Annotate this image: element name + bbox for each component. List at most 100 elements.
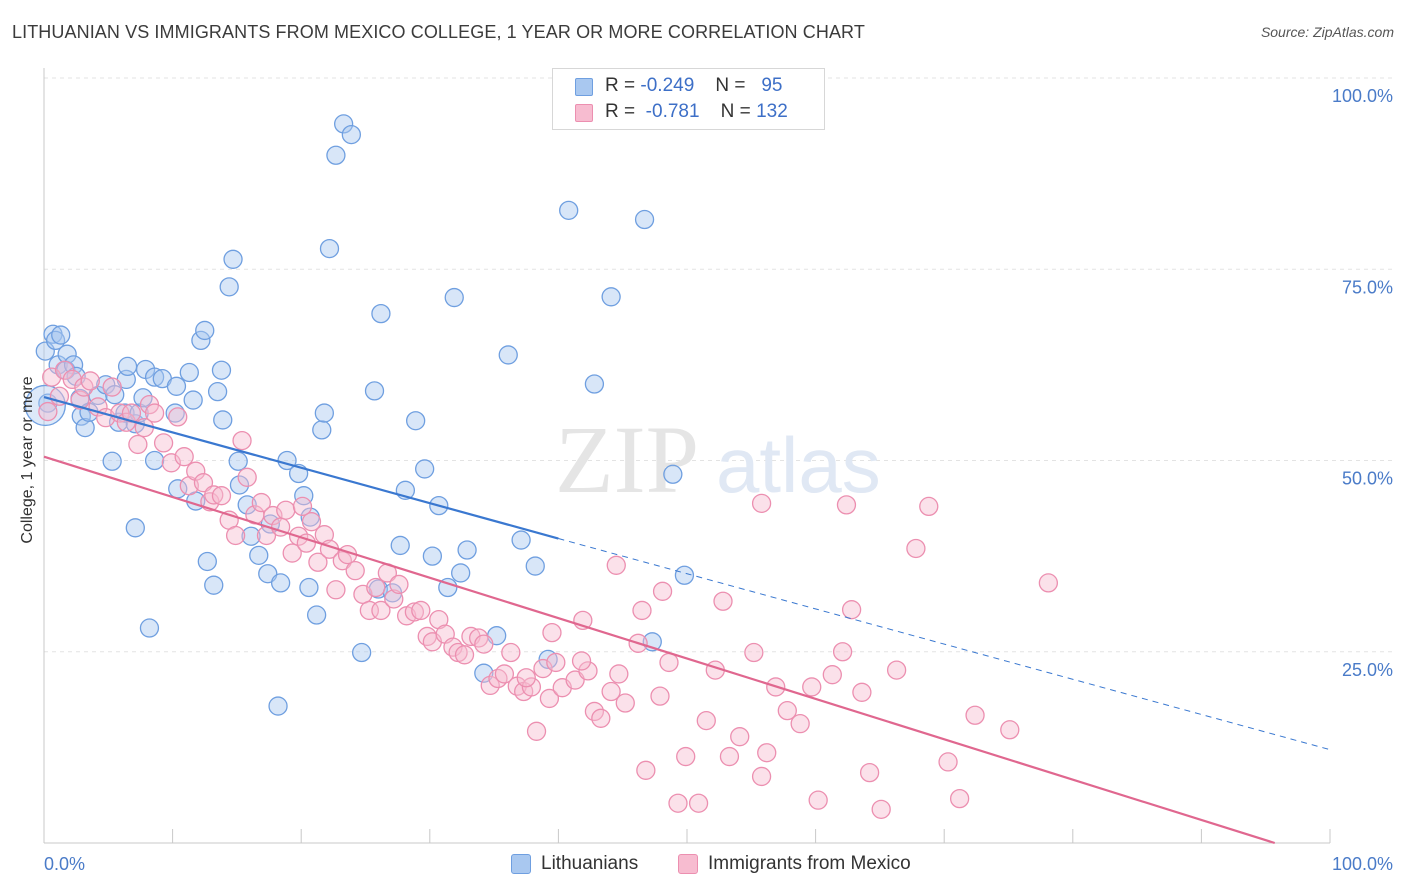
legend-label: Lithuanians: [541, 853, 639, 874]
mexico-point: [852, 682, 872, 702]
lithuanian-point: [498, 345, 518, 365]
y-tick-label: 100.0%: [1332, 86, 1393, 106]
mexico-point: [168, 407, 188, 427]
lithuanian-point: [364, 381, 385, 401]
mexico-point: [366, 577, 386, 598]
pink-swatch: [575, 104, 593, 122]
lithuanian-point: [474, 663, 494, 683]
lithuanian-point: [75, 417, 95, 438]
lithuanian-point: [45, 330, 66, 351]
lithuanian-point: [390, 535, 410, 556]
lithuanian-point: [219, 277, 239, 297]
mexico-point: [384, 589, 404, 609]
lithuanian-point: [538, 649, 558, 670]
mexico-point: [404, 602, 425, 622]
r-label: R =: [605, 101, 636, 122]
lithuanian-point: [249, 545, 269, 566]
lithuanian-point: [105, 385, 125, 405]
n-value: 132: [756, 101, 788, 122]
lithuanian-point: [228, 451, 248, 471]
mexico-point: [371, 600, 391, 621]
lithuanian-point: [674, 565, 695, 585]
lithuanian-point: [422, 546, 443, 566]
lithuanian-point: [229, 475, 250, 495]
mexico-point: [542, 622, 562, 643]
lithuanian-point: [634, 209, 655, 230]
mexico-point: [308, 552, 328, 572]
mexico-point: [808, 790, 828, 810]
mexico-point: [144, 403, 165, 423]
r-value: -0.249: [640, 75, 695, 96]
lithuanian-point: [663, 464, 683, 484]
lithuanian-point: [525, 556, 545, 576]
mexico-point: [696, 710, 716, 731]
lithuanian-point: [223, 249, 243, 269]
mexico-point: [193, 473, 214, 493]
lithuanian-point: [144, 450, 165, 471]
lithuanian-point: [144, 367, 165, 387]
lithuanian-point: [306, 605, 327, 625]
mexico-point: [494, 664, 515, 684]
lithuanian-point: [270, 573, 291, 593]
mexico-point: [676, 746, 696, 767]
mexico-point: [949, 788, 970, 809]
mexico-point: [443, 637, 463, 657]
mexico-point: [751, 766, 772, 787]
mexico-point: [389, 574, 409, 595]
lithuanian-point: [299, 577, 319, 598]
mexico-point: [744, 642, 764, 663]
mexico-point: [777, 701, 797, 721]
mexico-point: [802, 677, 822, 697]
lithuanian-point: [241, 526, 261, 546]
mexico-point: [965, 705, 985, 725]
watermark-atlas: atlas: [716, 421, 881, 509]
y-tick-label: 75.0%: [1342, 277, 1393, 297]
r-value: -0.781: [645, 101, 700, 122]
lithuanian-point: [197, 551, 217, 572]
legend-label: Immigrants from Mexico: [708, 853, 911, 874]
mexico-point: [251, 492, 271, 513]
mexico-point: [1000, 720, 1020, 740]
mexico-point: [332, 551, 353, 571]
n-label: N =: [715, 75, 746, 96]
mexico-point: [469, 628, 489, 648]
mexico-point: [606, 555, 626, 575]
mexico-point: [571, 651, 592, 671]
lithuanian-point: [312, 420, 332, 440]
lithuanian-point: [268, 696, 288, 716]
x-tick-label: 100.0%: [1332, 854, 1393, 874]
mexico-point: [345, 561, 365, 581]
series-immigrants-mexico: [38, 360, 1059, 819]
mexico-point: [719, 746, 740, 767]
lithuanian-point: [351, 642, 372, 663]
mexico-point: [938, 752, 958, 772]
mexico-point: [591, 708, 611, 728]
lithuanian-point: [183, 390, 203, 410]
pink-swatch: [678, 854, 698, 874]
lithuanian-point: [314, 403, 334, 423]
lithuanian-point: [117, 356, 138, 377]
lithuanian-point: [179, 362, 199, 383]
lithuanian-point: [211, 360, 232, 380]
gridlines: [44, 77, 1395, 653]
lithuanian-point: [63, 355, 84, 375]
lithuanian-point: [333, 114, 354, 134]
lithuanian-point: [191, 330, 211, 351]
x-tick-label: 0.0%: [44, 854, 85, 874]
mexico-point: [539, 688, 560, 709]
lithuanian-point: [139, 618, 160, 638]
mexico-point: [38, 401, 58, 422]
mexico-point: [713, 591, 733, 611]
mexico-point: [153, 433, 174, 453]
lithuanian-point: [319, 238, 340, 259]
mexico-point: [730, 727, 750, 747]
mexico-point: [757, 743, 777, 763]
lithuanian-point: [415, 459, 435, 479]
mexico-point: [609, 664, 629, 684]
mexico-point: [790, 714, 810, 734]
mexico-point: [601, 681, 621, 702]
blue-swatch: [511, 854, 531, 874]
trend-lines: [43, 395, 1331, 845]
lithuanian-point: [237, 495, 257, 515]
y-axis-label: College, 1 year or more: [19, 376, 36, 543]
